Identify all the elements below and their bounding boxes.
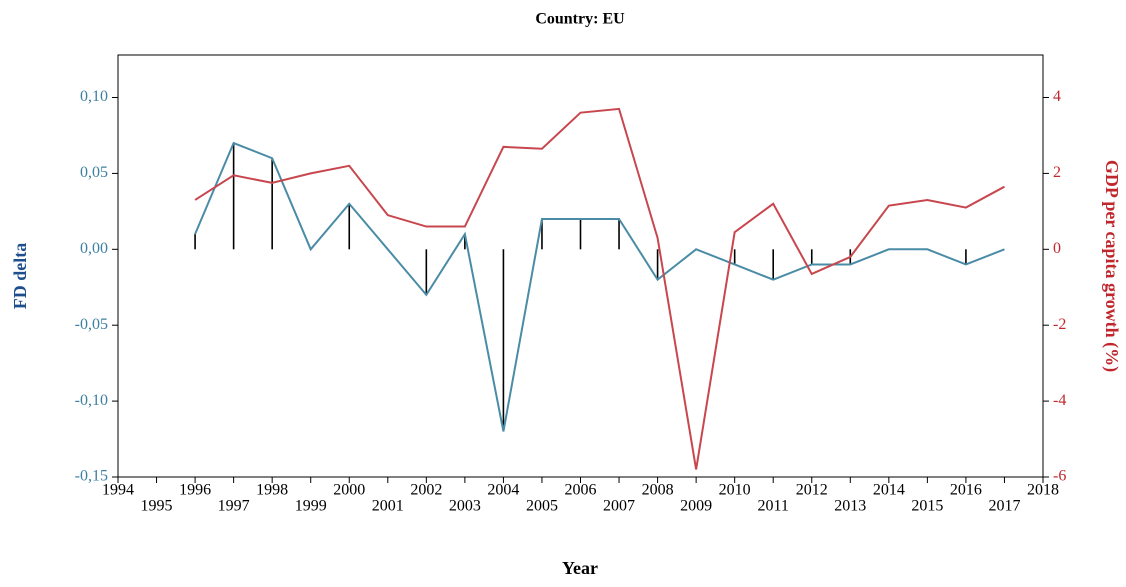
x-tick-label: 2001 xyxy=(372,498,404,515)
y-tick-label: 0,05 xyxy=(80,164,108,181)
series-line xyxy=(194,141,1005,432)
x-tick-label: 2005 xyxy=(526,498,558,515)
x-tick-label: 2017 xyxy=(988,498,1020,515)
x-tick-label: 2000 xyxy=(333,482,365,499)
x-tick-label: 2003 xyxy=(449,498,481,515)
x-tick-label: 2009 xyxy=(680,498,712,515)
x-tick-label: 2002 xyxy=(410,482,442,499)
y2-axis-label: GDP per capita growth (%) xyxy=(1101,160,1122,372)
y2-tick-label: -4 xyxy=(1053,392,1066,409)
series-line xyxy=(194,107,1005,470)
x-tick-label: 2011 xyxy=(758,498,789,515)
y2-tick-label: 4 xyxy=(1053,88,1061,105)
x-tick-label: 2014 xyxy=(873,482,905,499)
x-tick-label: 1994 xyxy=(102,482,134,499)
x-tick-label: 2007 xyxy=(603,498,635,515)
x-axis-label: Year xyxy=(562,558,598,578)
x-tick-label: 1999 xyxy=(295,498,327,515)
x-tick-label: 2006 xyxy=(565,482,597,499)
x-tick-label: 2012 xyxy=(796,482,828,499)
y-tick-label: 0,00 xyxy=(80,240,108,257)
y2-tick-label: 2 xyxy=(1053,164,1061,181)
x-tick-label: 1998 xyxy=(256,482,288,499)
y2-tick-label: 0 xyxy=(1053,240,1061,257)
y-tick-label: -0,05 xyxy=(75,316,108,333)
chart-title: Country: EU xyxy=(535,11,625,28)
x-tick-label: 2008 xyxy=(642,482,674,499)
x-tick-label: 2016 xyxy=(950,482,982,499)
x-tick-label: 2004 xyxy=(487,482,519,499)
y2-tick-label: -6 xyxy=(1053,468,1066,485)
x-tick-label: 1997 xyxy=(218,498,250,515)
x-tick-label: 1996 xyxy=(179,482,211,499)
x-tick-label: 1995 xyxy=(141,498,173,515)
y-tick-label: -0,10 xyxy=(75,392,108,409)
x-tick-label: 2013 xyxy=(834,498,866,515)
y-tick-label: 0,10 xyxy=(80,88,108,105)
x-tick-label: 2015 xyxy=(911,498,943,515)
y-axis-label: FD delta xyxy=(10,243,30,310)
x-tick-label: 2010 xyxy=(719,482,751,499)
y-tick-label: -0,15 xyxy=(75,468,108,485)
plot-frame xyxy=(117,54,1044,478)
x-tick-label: 2018 xyxy=(1027,482,1059,499)
y2-tick-label: -2 xyxy=(1053,316,1066,333)
